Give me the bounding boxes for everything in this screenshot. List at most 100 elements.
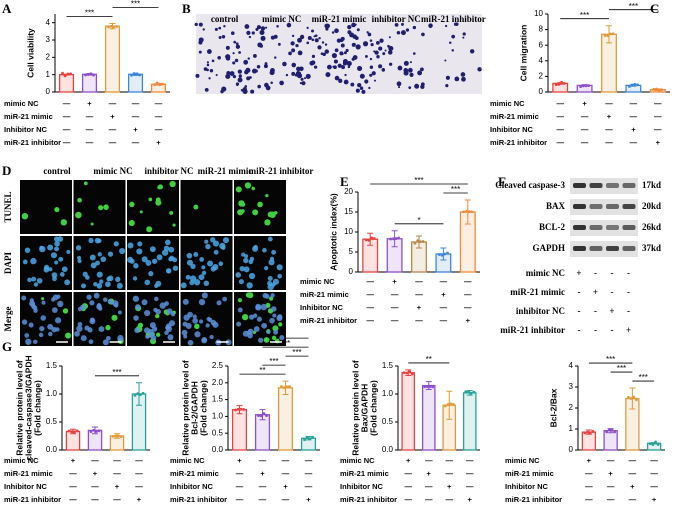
table-cell: - [578, 287, 581, 297]
bar [581, 431, 597, 451]
row-label: Inhibitor NC [505, 482, 548, 491]
data-dot [308, 437, 312, 441]
cell [306, 41, 310, 45]
cell [260, 35, 266, 41]
cell [462, 36, 465, 39]
nucleus [187, 311, 193, 318]
cell [290, 41, 295, 46]
cell [256, 65, 261, 69]
row-label: miR-21 inhibitor [4, 495, 61, 504]
nucleus [39, 325, 45, 332]
table-cell: — [425, 482, 433, 491]
image-label: control [211, 14, 239, 24]
row-label: mimic NC [300, 277, 335, 286]
data-dot [138, 73, 142, 77]
table-cell: — [236, 482, 244, 491]
tunel-cell [62, 308, 69, 314]
cell [387, 50, 393, 55]
nucleus [167, 334, 174, 341]
table-cell: — [605, 99, 613, 108]
cell [403, 70, 409, 76]
nucleus [199, 257, 205, 262]
table-cell: + [156, 138, 161, 147]
cell [229, 71, 235, 76]
bar [58, 74, 75, 93]
cell [225, 54, 231, 60]
cell [198, 50, 202, 54]
cell [244, 69, 249, 75]
table-cell: — [63, 112, 71, 121]
band [573, 204, 586, 209]
data-dot [397, 236, 401, 240]
data-dot [660, 88, 664, 92]
table-cell: — [236, 495, 244, 504]
cell [291, 48, 296, 53]
y-tick-label: 1.5 [212, 395, 224, 404]
cell [235, 42, 239, 46]
nucleus [93, 292, 100, 299]
cell [378, 46, 383, 51]
nucleus [54, 246, 59, 252]
cell [454, 22, 459, 26]
table-cell: - [594, 268, 597, 278]
band [622, 204, 636, 209]
y-tick-label: 0 [46, 87, 51, 96]
data-dot [236, 407, 240, 411]
nucleus [151, 258, 158, 264]
cell [351, 42, 356, 47]
data-dot [107, 25, 110, 29]
nucleus [129, 258, 135, 264]
cell [202, 28, 205, 31]
band-size: 20kd [642, 201, 661, 211]
cell [251, 31, 255, 35]
nucleus [33, 282, 39, 287]
cell [257, 84, 261, 89]
table-cell: - [578, 306, 581, 316]
column-label: inhibitor NC [144, 166, 193, 176]
data-dot [628, 84, 631, 88]
nucleus [156, 254, 163, 261]
nucleus [210, 266, 217, 272]
cell [461, 76, 466, 82]
nucleus [144, 279, 151, 286]
table-cell: + [587, 456, 592, 465]
nucleus [164, 239, 171, 246]
table-cell: + [582, 99, 587, 108]
nucleus [256, 316, 262, 322]
cell [194, 22, 198, 27]
error-bar [464, 199, 471, 225]
y-tick-label: 6 [539, 40, 544, 49]
cell [294, 73, 298, 77]
table-cell: + [283, 482, 288, 491]
table-cell: — [63, 138, 71, 147]
tunel-cell [41, 297, 45, 301]
cell [317, 45, 322, 50]
table-cell: + [406, 456, 411, 465]
nucleus [48, 331, 53, 337]
nucleus [132, 276, 138, 281]
tunel-cell [65, 332, 72, 339]
data-dot [449, 402, 453, 406]
cell [394, 23, 399, 27]
band [573, 225, 586, 230]
cell [300, 77, 304, 81]
cell [382, 52, 386, 56]
significance-label: * [417, 216, 420, 225]
nucleus [235, 272, 242, 278]
data-dot [130, 73, 133, 77]
cell [327, 64, 332, 70]
bar [277, 387, 294, 451]
y-tick-label: 0.5 [382, 417, 394, 426]
data-dot [311, 435, 314, 439]
cell [428, 24, 433, 28]
cell [374, 50, 379, 55]
cell [225, 45, 230, 50]
nucleus [47, 244, 54, 251]
row-label: mimic NC [170, 456, 205, 465]
nucleus [107, 251, 114, 257]
data-dot [84, 73, 87, 77]
data-dot [391, 237, 395, 241]
y-axis-label: (Fold change) [198, 380, 208, 436]
nucleus [262, 247, 267, 253]
data-dot [419, 240, 422, 243]
